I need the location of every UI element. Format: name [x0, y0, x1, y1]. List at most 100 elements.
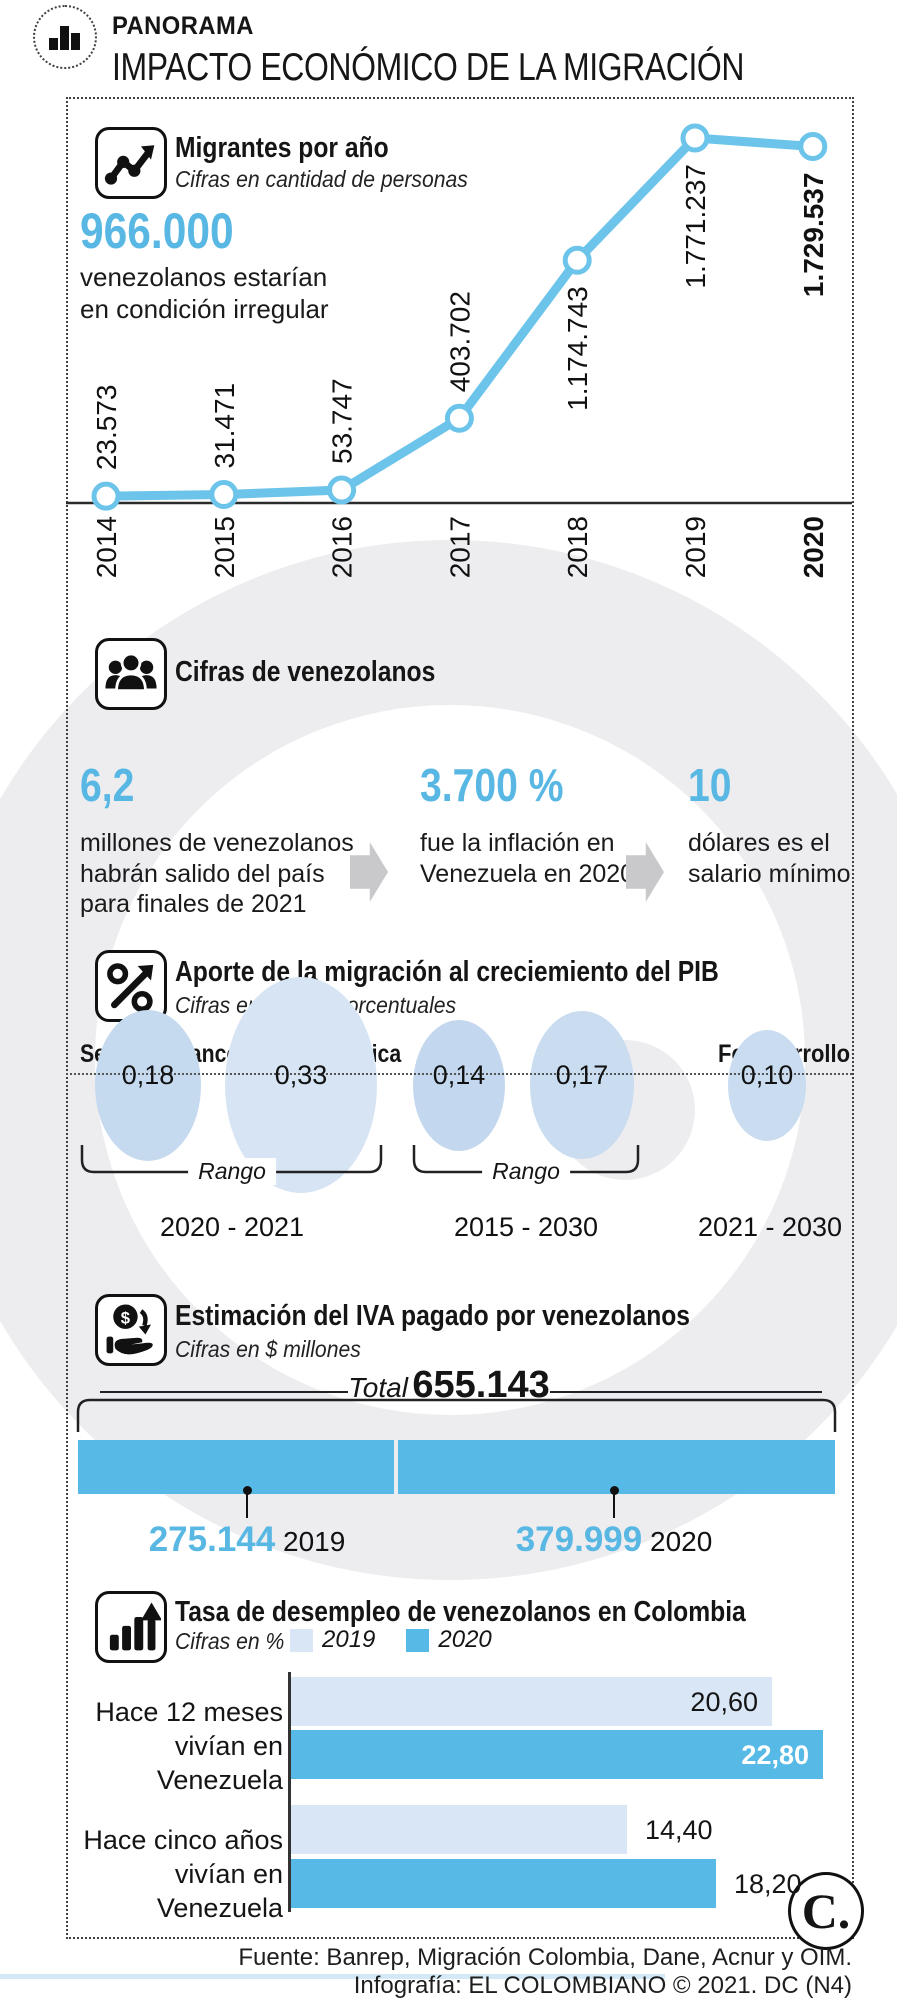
unemp-bar-2020-g1	[291, 1730, 823, 1779]
pib-bubble-label: 0,14	[432, 1060, 486, 1090]
iva-leader-dot	[243, 1486, 252, 1495]
x-tick-2016: 2016	[327, 516, 358, 578]
iva-bar-2019	[78, 1440, 394, 1494]
legend-label-2019: 2019	[322, 1626, 376, 1653]
pib-bubble-label: 0,17	[555, 1060, 609, 1090]
figure-value-2: 3.700 %	[420, 759, 564, 811]
unemp-axis	[288, 1672, 291, 1912]
figure-desc-3: dólares es el salario mínimo	[688, 829, 851, 888]
bar-group-label-1: Hace 12 meses vivían en Venezuela	[95, 1697, 283, 1795]
people-icon-box	[95, 638, 167, 710]
svg-text:$: $	[121, 1308, 131, 1327]
x-tick-2019: 2019	[680, 516, 711, 578]
pib-title: Aporte de la migración al creciemiento d…	[175, 956, 719, 988]
line-value-label-2016: 53.747	[327, 378, 358, 464]
range-years-1: 2020 - 2021	[159, 1212, 305, 1242]
line-point-2018	[562, 245, 592, 275]
bar-group-label-2: Hace cinco años vivían en Venezuela	[83, 1825, 283, 1923]
pib-bubble-label: 0,33	[274, 1060, 328, 1090]
bubble-dotted-line	[66, 1073, 852, 1075]
pib-bubble-0,33	[225, 977, 377, 1193]
line-value-label-2015: 31.471	[209, 383, 240, 469]
unemp-bar-2019-g2	[291, 1805, 627, 1854]
x-tick-2015: 2015	[209, 516, 240, 578]
pib-bubble-label: 0,18	[121, 1060, 175, 1090]
figure-value-3: 10	[688, 759, 732, 811]
line-value-label-2017: 403.702	[444, 291, 475, 392]
iva-leader-stem	[246, 1492, 248, 1518]
iva-value: 379.999	[515, 1520, 643, 1559]
bar-chart-logo-icon	[49, 26, 80, 50]
line-point-2015	[209, 480, 239, 510]
range-years-3: 2021 - 2030	[697, 1212, 843, 1242]
iva-total-bracket	[76, 1398, 837, 1432]
percent-arrow-icon	[107, 963, 154, 1013]
el-colombiano-logo: C.	[788, 1872, 864, 1950]
iva-leader-dot	[610, 1486, 619, 1495]
unemp-bar-label: 20,60	[690, 1687, 758, 1717]
figure-desc-1: millones de venezolanos habrán salido de…	[80, 829, 354, 918]
legend-swatch-2019	[290, 1628, 313, 1652]
line-value-label-2020: 1.729.537	[798, 173, 829, 298]
trend-line-icon	[104, 145, 155, 185]
migrants-title: Migrantes por año	[175, 132, 389, 164]
total-word: Total	[348, 1372, 408, 1403]
line-value-label-2018: 1.174.743	[562, 286, 593, 411]
coin-hand-icon: $	[106, 1304, 153, 1355]
footer-credit: Infografía: EL COLOMBIANO © 2021. DC (N4…	[353, 1972, 852, 1999]
range-word-2: Rango	[482, 1158, 570, 1185]
line-point-2016	[327, 475, 357, 505]
migrants-highlight-desc: venezolanos estarían en condición irregu…	[80, 262, 329, 324]
iva-bar-2020	[398, 1440, 835, 1494]
iva-subtitle: Cifras en $ millones	[175, 1336, 361, 1362]
iva-year: 2019	[275, 1526, 346, 1557]
x-tick-2014: 2014	[91, 516, 122, 578]
migrants-subtitle: Cifras en cantidad de personas	[175, 166, 468, 192]
people-icon	[105, 652, 157, 693]
footer-source: Fuente: Banrep, Migración Colombia, Dane…	[238, 1944, 852, 1971]
pib-bubble-0,10	[728, 1029, 806, 1141]
pib-bubble-0,18	[95, 1009, 201, 1161]
iva-segment-label-2019: 275.144 2019	[149, 1520, 346, 1560]
range-years-2: 2015 - 2030	[453, 1212, 599, 1242]
panorama-logo-circle	[33, 5, 97, 69]
line-value-label-2014: 23.573	[91, 385, 122, 471]
page-title: IMPACTO ECONÓMICO DE LA MIGRACIÓN	[112, 46, 745, 89]
rising-bars-icon	[109, 1602, 163, 1651]
migrants-highlight-value: 966.000	[80, 203, 234, 259]
unemp-bar-label: 14,40	[645, 1815, 713, 1845]
bars-icon-box	[95, 1591, 167, 1663]
unemp-bar-label: 18,20	[734, 1869, 802, 1899]
kicker: PANORAMA	[112, 12, 261, 41]
legend-swatch-2020	[406, 1628, 430, 1652]
pib-bubble-0,14	[413, 1019, 505, 1151]
iva-year: 2020	[642, 1526, 713, 1557]
total-rule-left	[100, 1391, 348, 1393]
line-value-label-2019: 1.771.237	[680, 164, 711, 289]
pib-bubble-0,17	[530, 1011, 634, 1159]
migrants-line-chart: 23.573 2014 31.471 2015 53.747 2016 403.702 201…	[0, 100, 897, 580]
money-icon-box: $	[95, 1294, 167, 1366]
unemployment-subtitle: Cifras en %	[175, 1628, 285, 1654]
iva-value: 275.144	[148, 1520, 276, 1559]
unemp-bar-2020-g2	[291, 1859, 716, 1908]
unemp-bar-label: 22,80	[741, 1740, 809, 1770]
iva-segment-label-2020: 379.999 2020	[516, 1520, 713, 1560]
line-point-2017	[444, 403, 474, 433]
pib-bubble-label: 0,10	[740, 1060, 794, 1090]
unemployment-title: Tasa de desempleo de venezolanos en Colo…	[175, 1596, 746, 1628]
total-rule-right	[550, 1391, 822, 1393]
line-point-2014	[91, 481, 121, 511]
iva-leader-stem	[613, 1492, 615, 1518]
bottom-blue-strip	[0, 1974, 665, 1979]
el-colombiano-logo-text: C.	[801, 1883, 851, 1939]
line-chart-icon-box	[95, 127, 167, 199]
x-tick-2017: 2017	[444, 516, 475, 578]
unemp-bar-2019-g1	[291, 1677, 772, 1726]
figure-value-1: 6,2	[80, 759, 135, 811]
figures-title: Cifras de venezolanos	[175, 656, 436, 688]
figure-desc-2: fue la inflación en Venezuela en 2020	[420, 829, 635, 888]
x-tick-2020: 2020	[798, 516, 829, 578]
iva-title: Estimación del IVA pagado por venezolano…	[175, 1300, 691, 1332]
